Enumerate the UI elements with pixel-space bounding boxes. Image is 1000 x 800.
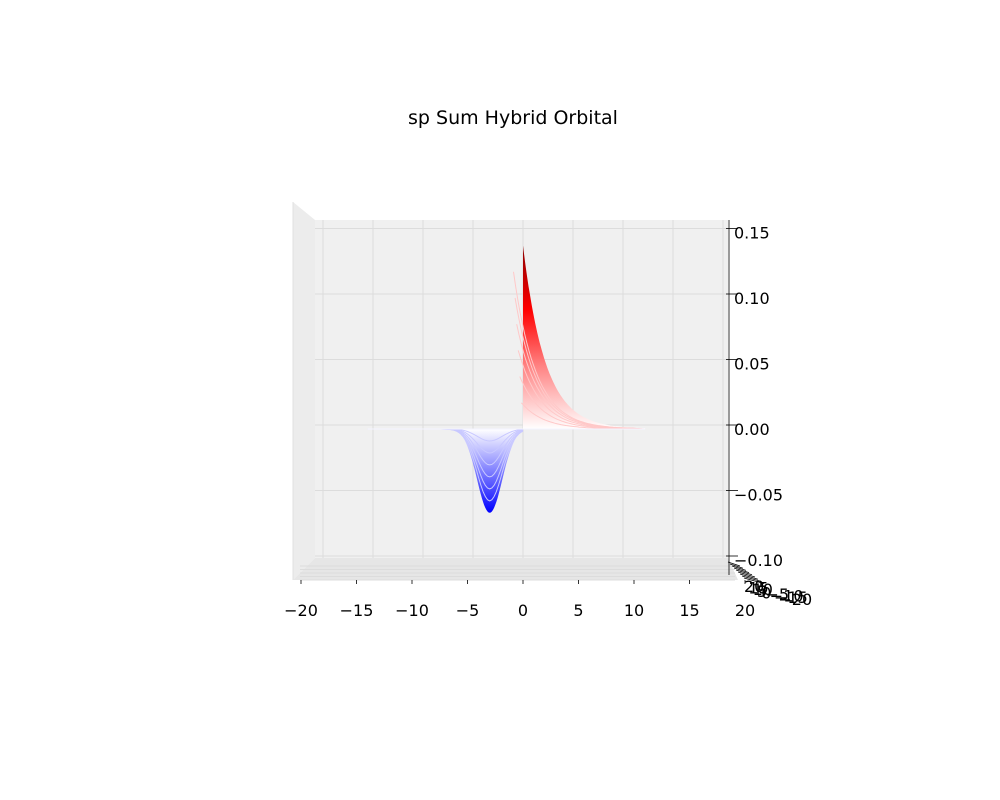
x-tick-label: −20 <box>284 601 318 620</box>
negative-lobe <box>367 429 523 513</box>
z-tick-label: 0.10 <box>734 289 770 308</box>
chart-title: sp Sum Hybrid Orbital <box>408 107 618 129</box>
y-tick-label: −10 <box>770 587 804 606</box>
surface-mesh <box>367 245 646 513</box>
y-tick-label: −20 <box>778 590 812 609</box>
axes-panes <box>292 202 738 580</box>
z-axis-ticks: 0.15 0.10 0.05 0.00 −0.05 −0.10 <box>726 220 783 575</box>
z-tick-label: −0.05 <box>734 486 783 505</box>
x-tick-label: −10 <box>395 601 429 620</box>
x-tick-label: −5 <box>456 601 480 620</box>
y-tick-mark <box>737 571 756 578</box>
y-tick-mark <box>739 573 759 580</box>
y-tick-mark <box>743 577 765 584</box>
grid-lines <box>300 220 735 581</box>
x-tick-label: −15 <box>340 601 374 620</box>
back-pane <box>315 220 728 558</box>
positive-lobe <box>523 245 646 429</box>
y-tick-mark <box>731 565 747 571</box>
left-pane <box>293 202 315 580</box>
y-tick-mark <box>733 567 750 573</box>
x-tick-label: 5 <box>573 601 583 620</box>
y-tick-label: 10 <box>753 580 773 599</box>
z-tick-label: 0.05 <box>734 355 770 374</box>
y-tick-mark <box>729 563 744 569</box>
z-tick-label: 0.00 <box>734 420 770 439</box>
z-tick-label: 0.15 <box>734 224 770 243</box>
y-tick-label: −5 <box>766 585 790 604</box>
y-tick-label: 0 <box>761 583 771 602</box>
y-tick-mark <box>735 569 753 576</box>
y-tick-mark <box>741 575 762 582</box>
y-tick-label: 20 <box>744 577 764 596</box>
x-axis-ticks: −20 −15 −10 −5 0 5 10 15 20 <box>284 580 755 620</box>
z-tick-label: −0.10 <box>734 551 783 570</box>
y-tick-label: 5 <box>757 582 767 601</box>
x-tick-label: 10 <box>624 601 644 620</box>
positive-lobe-contour <box>513 271 636 429</box>
x-tick-label: 15 <box>679 601 699 620</box>
x-tick-label: 20 <box>735 601 755 620</box>
x-tick-label: 0 <box>518 601 528 620</box>
y-tick-label: −15 <box>774 588 808 607</box>
y-tick-mark <box>727 561 741 567</box>
